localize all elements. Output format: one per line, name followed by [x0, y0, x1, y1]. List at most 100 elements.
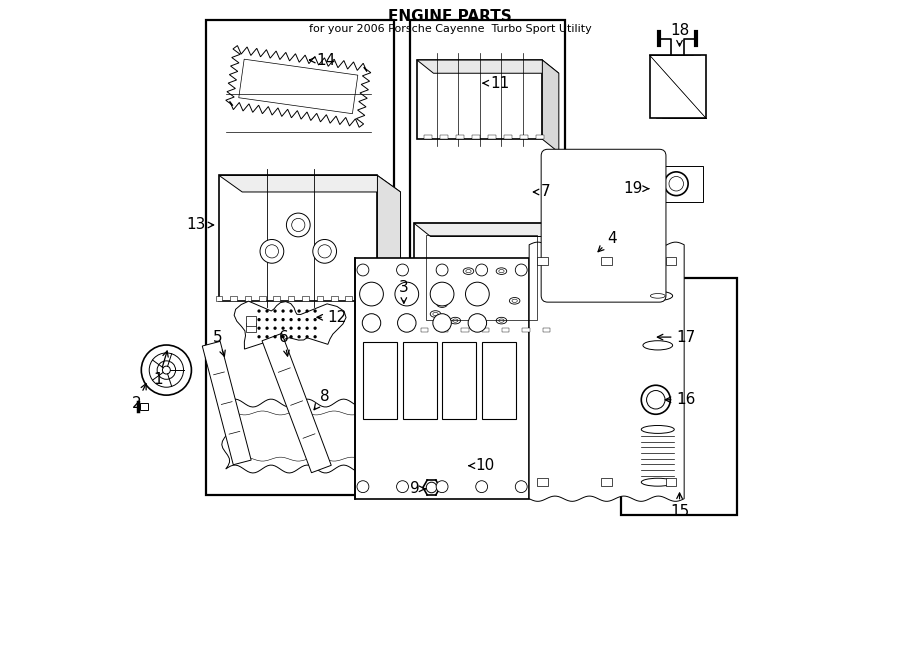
Bar: [482, 342, 516, 419]
Bar: [426, 235, 537, 321]
Bar: [441, 328, 448, 332]
Bar: [601, 257, 612, 265]
Bar: [650, 55, 706, 118]
Text: 2: 2: [132, 384, 146, 410]
Ellipse shape: [496, 317, 507, 324]
Circle shape: [257, 309, 261, 313]
Bar: [374, 295, 381, 301]
Bar: [482, 328, 489, 332]
Ellipse shape: [464, 268, 473, 274]
Ellipse shape: [476, 294, 487, 301]
Circle shape: [397, 481, 409, 492]
Circle shape: [305, 309, 309, 313]
Ellipse shape: [439, 303, 445, 306]
Text: 14: 14: [310, 53, 336, 67]
Circle shape: [266, 245, 278, 258]
Bar: [666, 479, 676, 486]
Text: 17: 17: [657, 330, 696, 344]
Ellipse shape: [509, 297, 520, 304]
Bar: [302, 295, 309, 301]
Bar: [622, 278, 737, 515]
Circle shape: [313, 239, 337, 263]
Circle shape: [313, 309, 317, 313]
Circle shape: [292, 218, 305, 231]
Ellipse shape: [479, 296, 484, 299]
Bar: [216, 295, 222, 301]
Ellipse shape: [466, 270, 471, 273]
Circle shape: [257, 318, 261, 321]
Circle shape: [397, 264, 409, 276]
Circle shape: [305, 327, 309, 330]
Bar: [439, 135, 447, 139]
Circle shape: [274, 309, 276, 313]
Circle shape: [645, 179, 654, 188]
Circle shape: [158, 361, 176, 379]
Circle shape: [516, 481, 527, 492]
Circle shape: [282, 309, 284, 313]
Ellipse shape: [439, 270, 445, 273]
Circle shape: [313, 318, 317, 321]
Bar: [346, 295, 352, 301]
Circle shape: [260, 239, 284, 263]
Circle shape: [476, 264, 488, 276]
Circle shape: [357, 264, 369, 276]
Circle shape: [395, 282, 419, 306]
Circle shape: [286, 213, 310, 237]
Circle shape: [436, 481, 448, 492]
Bar: [536, 135, 544, 139]
Bar: [488, 135, 496, 139]
Polygon shape: [377, 175, 400, 317]
Circle shape: [141, 345, 192, 395]
Polygon shape: [355, 258, 529, 498]
Ellipse shape: [430, 311, 441, 317]
Text: for your 2006 Porsche Cayenne  Turbo Sport Utility: for your 2006 Porsche Cayenne Turbo Spor…: [309, 24, 591, 34]
Circle shape: [357, 481, 369, 492]
Circle shape: [290, 309, 292, 313]
Bar: [504, 135, 511, 139]
Circle shape: [476, 481, 488, 492]
Polygon shape: [417, 60, 559, 73]
Circle shape: [360, 282, 383, 306]
Circle shape: [266, 335, 269, 338]
Circle shape: [282, 318, 284, 321]
Bar: [246, 316, 256, 326]
Bar: [206, 20, 394, 495]
Text: 10: 10: [469, 458, 495, 473]
Bar: [601, 479, 612, 486]
Circle shape: [290, 327, 292, 330]
Circle shape: [363, 314, 381, 332]
Polygon shape: [549, 223, 566, 345]
Circle shape: [468, 314, 487, 332]
Text: 16: 16: [665, 392, 696, 407]
Bar: [274, 295, 280, 301]
Bar: [502, 328, 509, 332]
Bar: [636, 166, 703, 202]
Circle shape: [257, 327, 261, 330]
Circle shape: [516, 264, 527, 276]
Text: 11: 11: [483, 75, 509, 91]
Text: 7: 7: [534, 184, 551, 200]
Bar: [472, 135, 480, 139]
Text: 12: 12: [317, 310, 346, 325]
Text: 1: 1: [154, 351, 168, 387]
Text: 3: 3: [399, 280, 409, 303]
Ellipse shape: [651, 293, 665, 298]
Text: 19: 19: [624, 181, 649, 196]
Bar: [246, 323, 256, 332]
Ellipse shape: [436, 268, 447, 274]
Ellipse shape: [512, 299, 517, 303]
Circle shape: [274, 327, 276, 330]
Polygon shape: [219, 175, 377, 301]
Ellipse shape: [643, 340, 672, 350]
Bar: [522, 328, 529, 332]
Ellipse shape: [643, 292, 672, 301]
Polygon shape: [219, 175, 400, 192]
Bar: [331, 295, 338, 301]
Circle shape: [433, 314, 451, 332]
Bar: [259, 295, 266, 301]
Bar: [410, 20, 565, 495]
Circle shape: [290, 335, 292, 338]
Circle shape: [642, 175, 659, 192]
Bar: [424, 135, 431, 139]
Bar: [455, 135, 464, 139]
